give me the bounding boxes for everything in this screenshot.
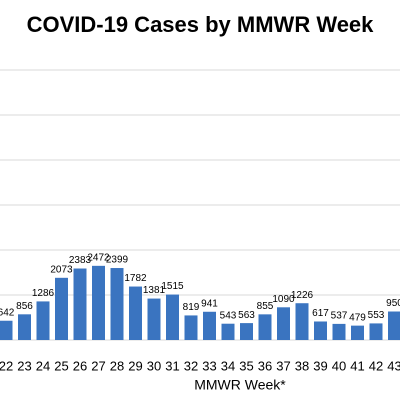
- value-label: 950: [386, 298, 400, 309]
- value-label: 543: [220, 310, 237, 321]
- value-label: 1090: [272, 294, 295, 305]
- value-label: 1515: [161, 281, 184, 292]
- value-label: 553: [368, 310, 385, 321]
- bar: [258, 314, 272, 340]
- value-label: 1286: [32, 288, 55, 299]
- value-label: 855: [257, 301, 274, 312]
- bar: [0, 320, 13, 340]
- value-label: 1226: [291, 290, 314, 301]
- bar: [92, 265, 105, 340]
- bar: [73, 268, 87, 340]
- x-tick-label: 32: [184, 358, 198, 373]
- bar: [388, 311, 400, 340]
- value-label: 2472: [87, 252, 110, 263]
- x-tick-label: 22: [0, 358, 13, 373]
- value-label: 856: [16, 301, 33, 312]
- x-tick-label: 38: [295, 358, 309, 373]
- x-tick-label: 31: [165, 358, 179, 373]
- x-tick-label: 24: [36, 358, 50, 373]
- x-tick-label: 23: [17, 358, 31, 373]
- bar: [110, 268, 124, 340]
- value-label: 941: [201, 298, 218, 309]
- x-tick-label: 43: [387, 358, 400, 373]
- bar: [351, 325, 364, 340]
- chart-title: COVID-19 Cases by MMWR Week: [27, 12, 375, 37]
- value-label: 537: [331, 311, 348, 322]
- bar: [295, 303, 309, 340]
- value-label: 2383: [69, 255, 92, 266]
- value-label: 2073: [50, 264, 73, 275]
- bar: [314, 321, 327, 340]
- x-tick-label: 26: [73, 358, 87, 373]
- value-label: 563: [238, 310, 255, 321]
- bar: [166, 294, 179, 340]
- value-label: 819: [183, 302, 200, 313]
- bar: [221, 323, 235, 340]
- x-tick-label: 27: [91, 358, 105, 373]
- x-tick-label: 34: [221, 358, 235, 373]
- x-tick-label: 36: [258, 358, 272, 373]
- bar: [36, 301, 50, 340]
- value-label: 1381: [143, 285, 166, 296]
- value-label: 1782: [124, 273, 147, 284]
- bar: [203, 311, 216, 340]
- x-tick-label: 42: [369, 358, 383, 373]
- bar: [240, 323, 253, 340]
- x-tick-label: 30: [147, 358, 161, 373]
- x-tick-label: 28: [110, 358, 124, 373]
- bar: [369, 323, 383, 340]
- bar: [332, 323, 346, 340]
- x-tick-label: 41: [350, 358, 364, 373]
- bar: [55, 277, 68, 340]
- x-tick-label: 25: [54, 358, 68, 373]
- x-axis-label: MMWR Week*: [194, 377, 286, 393]
- x-tick-label: 33: [202, 358, 216, 373]
- x-tick-label: 35: [239, 358, 253, 373]
- value-label: 479: [349, 312, 366, 323]
- bar: [277, 307, 290, 340]
- x-tick-label: 37: [276, 358, 290, 373]
- value-label: 2399: [106, 255, 129, 266]
- bar: [184, 315, 198, 340]
- value-label: 642: [0, 307, 15, 318]
- x-tick-label: 29: [128, 358, 142, 373]
- bar: [147, 298, 161, 340]
- value-label: 617: [312, 308, 329, 319]
- x-tick-label: 40: [332, 358, 346, 373]
- bar: [129, 286, 142, 340]
- x-tick-label: 39: [313, 358, 327, 373]
- bar: [18, 314, 31, 340]
